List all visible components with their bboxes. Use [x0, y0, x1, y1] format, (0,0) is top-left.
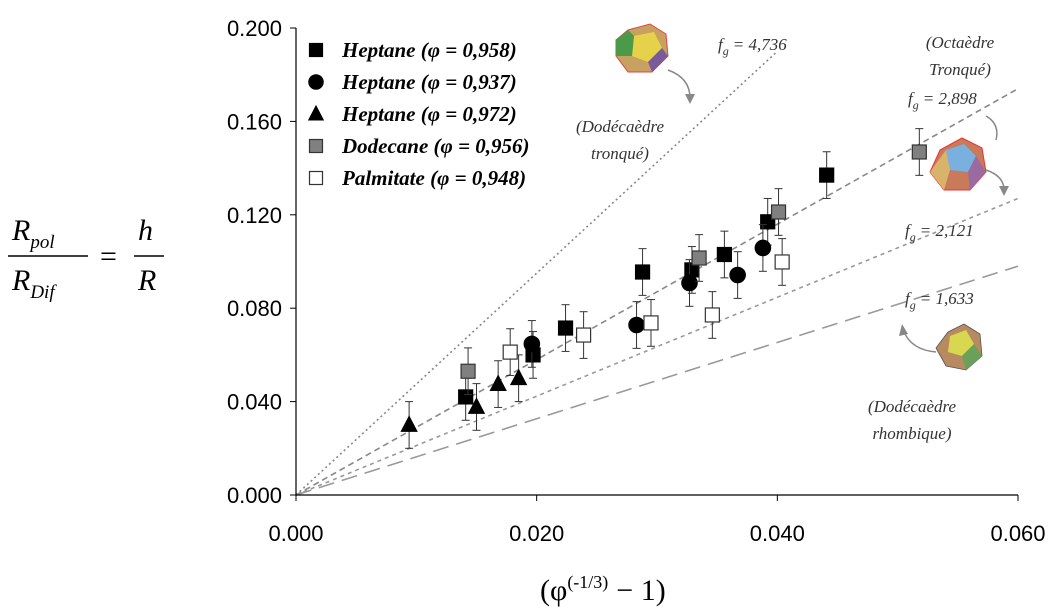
marker	[575, 327, 592, 343]
arrow-head	[899, 324, 908, 336]
x-label-base: (φ	[540, 574, 567, 607]
x-tick-label: 0.000	[268, 521, 323, 546]
icon-truncated-dodecahedron	[615, 23, 669, 73]
marker	[819, 167, 835, 183]
y-tick-label: 0.160	[227, 109, 282, 134]
legend-label: Dodecane (φ = 0,956)	[341, 134, 530, 158]
fit-label-text: = 1,633	[920, 289, 974, 308]
y-label-sub: Dif	[29, 282, 57, 303]
marker	[774, 254, 790, 270]
annotation: Tronqué)	[929, 60, 991, 79]
x-tick-label: 0.020	[509, 521, 564, 546]
y-tick-label: 0.120	[227, 203, 282, 228]
marker	[681, 274, 698, 292]
y-label-part: R	[11, 264, 30, 297]
marker	[489, 374, 507, 391]
marker	[770, 204, 787, 220]
arrow	[903, 331, 937, 353]
marker	[467, 397, 486, 414]
y-tick-label: 0.200	[227, 16, 282, 41]
fit-label-f: f	[905, 221, 912, 240]
x-tick-label: 0.060	[990, 521, 1045, 546]
marker	[509, 368, 528, 386]
marker	[460, 363, 476, 379]
marker	[458, 389, 474, 405]
x-label-rest: − 1)	[616, 574, 665, 607]
fit-label-sub: g	[723, 44, 729, 58]
marker	[308, 74, 324, 90]
fit-label: fg = 2,121	[905, 221, 974, 244]
y-tick-label: 0.000	[227, 483, 282, 508]
fit-label: fg = 2,898	[908, 89, 977, 112]
y-tick-label: 0.080	[227, 296, 282, 321]
fit-label-text: = 2,898	[923, 89, 977, 108]
legend-label: Heptane (φ = 0,958)	[341, 38, 517, 62]
legend-label: Heptane (φ = 0,972)	[341, 102, 517, 126]
y-label-den: RDif	[11, 264, 57, 303]
fit-line	[295, 50, 778, 496]
marker	[911, 144, 927, 160]
legend-label: Heptane (φ = 0,937)	[341, 70, 517, 94]
fit-label: fg = 1,633	[905, 289, 974, 312]
marker	[307, 104, 325, 121]
marker	[400, 415, 418, 432]
marker	[628, 316, 645, 334]
arrow-head	[999, 186, 1009, 196]
fit-label-text: = 4,736	[733, 35, 787, 54]
fit-label-f: f	[908, 89, 915, 108]
arrow	[985, 115, 998, 141]
marker	[691, 250, 707, 266]
y-label-sub: pol	[28, 232, 54, 253]
marker	[557, 320, 574, 336]
marker	[308, 138, 324, 154]
x-label-sup: (-1/3)	[567, 572, 608, 593]
fit-label-f: f	[718, 35, 725, 54]
annotation: (Dodécaèdre	[576, 117, 665, 136]
icon-rhombic-dodecahedron	[935, 323, 983, 371]
y-label-part: R	[11, 214, 30, 247]
fit-label: fg = 4,736	[718, 35, 787, 58]
x-axis-label: (φ(-1/3) − 1)	[540, 572, 666, 607]
y-label-part: R	[137, 264, 156, 297]
y-tick-label: 0.040	[227, 390, 282, 415]
legend-label: Palmitate (φ = 0,948)	[341, 166, 526, 190]
annotation: rhombique)	[872, 424, 951, 443]
marker	[308, 42, 324, 58]
marker	[634, 264, 651, 280]
marker	[643, 315, 659, 331]
y-label-part: h	[138, 214, 153, 247]
arrow-head	[685, 94, 695, 104]
annotation: (Octaèdre	[926, 33, 995, 52]
arrow	[667, 69, 691, 99]
fit-line	[295, 265, 1019, 496]
annotation: (Dodécaèdre	[868, 397, 957, 416]
marker	[716, 246, 732, 263]
fit-label-sub: g	[913, 98, 919, 112]
y-label-den: R	[137, 264, 156, 297]
marker	[729, 266, 746, 284]
marker	[523, 335, 541, 353]
y-label-num: Rpol	[11, 214, 55, 253]
annotation: tronqué)	[591, 144, 649, 163]
y-label-num: h	[138, 214, 153, 247]
fit-label-text: = 2,121	[920, 221, 974, 240]
x-tick-label: 0.040	[750, 521, 805, 546]
marker	[502, 344, 518, 360]
y-label-equals: =	[100, 240, 117, 273]
fit-line	[295, 197, 1019, 496]
marker	[308, 170, 324, 186]
fit-label-f: f	[905, 289, 912, 308]
fit-line	[295, 88, 1019, 496]
fit-label-sub: g	[910, 298, 916, 312]
marker	[754, 239, 772, 257]
icon-truncated-octahedron	[929, 137, 987, 191]
marker	[704, 307, 720, 323]
fit-label-sub: g	[910, 230, 916, 244]
